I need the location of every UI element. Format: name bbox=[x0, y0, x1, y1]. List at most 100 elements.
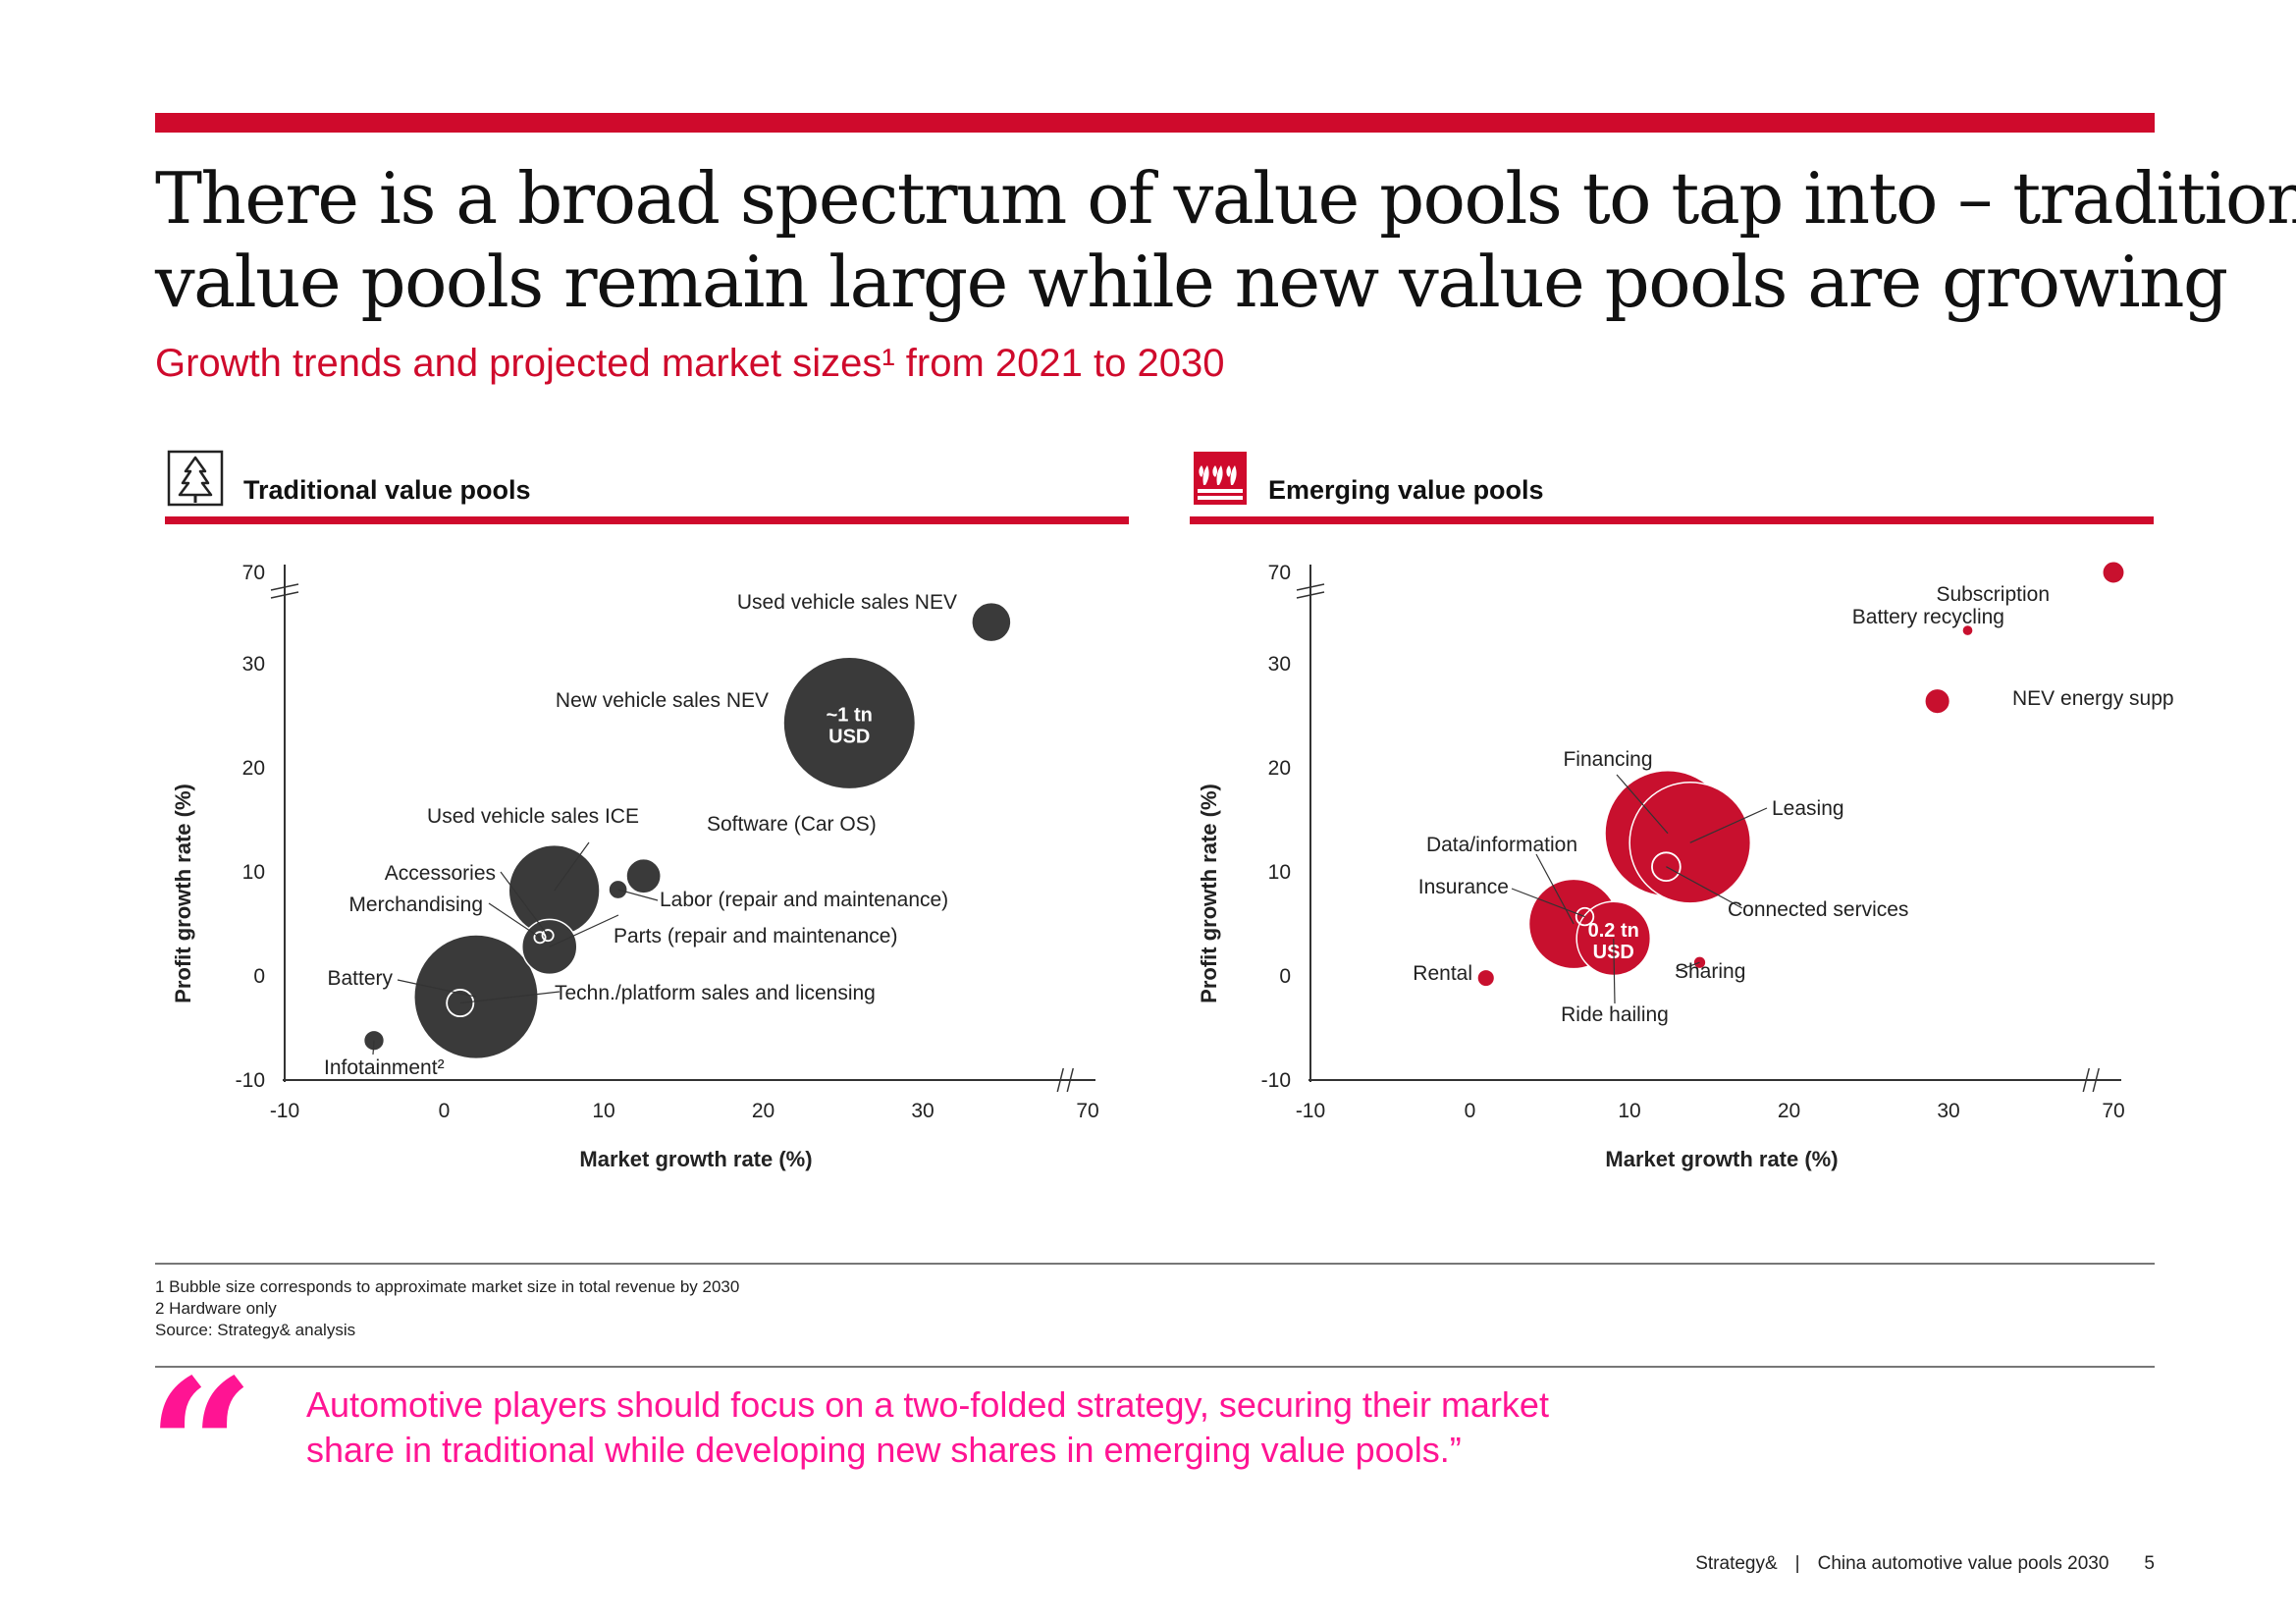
merchandising-bubble bbox=[533, 931, 547, 945]
y-axis-title: Profit growth rate (%) bbox=[171, 784, 195, 1003]
footnote-2: 2 Hardware only bbox=[155, 1299, 277, 1318]
y-tick-label: -10 bbox=[1261, 1069, 1291, 1092]
battery-leader-line bbox=[397, 979, 477, 998]
financing-leader-line bbox=[1616, 774, 1669, 835]
x-tick-label: 20 bbox=[1778, 1100, 1800, 1122]
footer-document-title: China automotive value pools 2030 bbox=[1817, 1553, 2109, 1574]
infotainment-label: Infotainment² bbox=[324, 1056, 445, 1079]
insurance-bubble bbox=[1575, 906, 1595, 927]
x-axis-break-mark bbox=[1056, 1067, 1064, 1093]
labor-repair-and-maintenance-label: Labor (repair and maintenance) bbox=[660, 889, 948, 911]
used-vehicle-sales-nev-label: Used vehicle sales NEV bbox=[737, 591, 957, 614]
emerging-panel-header: Emerging value pools bbox=[1182, 446, 2154, 524]
quote-line-2: share in traditional while developing ne… bbox=[306, 1430, 1462, 1470]
x-tick-label: 70 bbox=[1076, 1100, 1098, 1122]
quote-line-1: Automotive players should focus on a two… bbox=[306, 1384, 1549, 1425]
x-tick-label: 70 bbox=[2102, 1100, 2124, 1122]
techn-platform-sales-and-licensing-leader-line bbox=[459, 991, 561, 1004]
x-axis-break-mark bbox=[2092, 1067, 2100, 1093]
ride-hailing-label: Ride hailing bbox=[1561, 1003, 1669, 1026]
techn-platform-sales-and-licensing-bubble bbox=[446, 989, 475, 1018]
leasing-label: Leasing bbox=[1772, 797, 1844, 820]
page-title: There is a broad spectrum of value pools… bbox=[155, 157, 2296, 324]
y-axis-title: Profit growth rate (%) bbox=[1197, 784, 1221, 1003]
ride-hailing-size-label: 0.2 tn bbox=[1588, 920, 1639, 942]
accessories-bubble bbox=[541, 929, 555, 943]
x-tick-label: -10 bbox=[270, 1100, 299, 1122]
connected-services-bubble bbox=[1651, 851, 1682, 883]
financing-label: Financing bbox=[1563, 748, 1652, 771]
footer-brand: Strategy& bbox=[1695, 1553, 1778, 1574]
merchandising-leader-line bbox=[488, 902, 541, 939]
labor-repair-and-maintenance-leader-line bbox=[617, 889, 659, 901]
y-tick-label: 70 bbox=[242, 562, 265, 584]
ride-hailing-leader-line bbox=[1613, 938, 1616, 1004]
x-tick-label: 30 bbox=[911, 1100, 934, 1122]
battery-recycling-label: Battery recycling bbox=[1852, 606, 2004, 628]
connected-services-leader-line bbox=[1666, 866, 1743, 909]
labor-repair-and-maintenance-bubble bbox=[608, 879, 628, 900]
x-tick-label: -10 bbox=[1296, 1100, 1325, 1122]
nev-energy-supply-label: NEV energy supply bbox=[2012, 687, 2174, 710]
connected-services-label: Connected services bbox=[1728, 898, 1908, 921]
footnote-1: 1 Bubble size corresponds to approximate… bbox=[155, 1277, 740, 1296]
y-tick-label: 20 bbox=[242, 757, 265, 780]
insurance-label: Insurance bbox=[1418, 876, 1509, 898]
pull-quote: Automotive players should focus on a two… bbox=[306, 1382, 1730, 1473]
y-tick-label: -10 bbox=[236, 1069, 265, 1092]
y-axis-break-mark bbox=[1296, 583, 1325, 591]
accessories-label: Accessories bbox=[385, 862, 496, 885]
plants-icon bbox=[1194, 452, 1247, 505]
quote-divider bbox=[155, 1366, 2155, 1368]
nev-energy-supply-bubble bbox=[1924, 687, 1951, 715]
used-vehicle-sales-nev-bubble bbox=[971, 601, 1012, 643]
traditional-value-pools-chart: -10 0 10 20 30 70 -10 0 10 20 30 70 Market growth ra… bbox=[171, 562, 1099, 1171]
page-footer: Strategy& | China automotive value pools 2… bbox=[1695, 1553, 2155, 1575]
quote-mark-icon: “ bbox=[147, 1338, 255, 1557]
rental-bubble bbox=[1476, 968, 1496, 988]
x-axis-break-mark bbox=[2082, 1067, 2090, 1093]
traditional-panel-title: Traditional value pools bbox=[243, 475, 531, 505]
battery-recycling-bubble bbox=[1961, 623, 1974, 637]
y-tick-label: 10 bbox=[1268, 861, 1291, 884]
merchandising-label: Merchandising bbox=[348, 893, 483, 916]
data-information-label: Data/information bbox=[1426, 834, 1577, 856]
x-tick-label: 0 bbox=[1465, 1100, 1476, 1122]
x-axis-title: Market growth rate (%) bbox=[579, 1147, 812, 1171]
title-line-2: value pools remain large while new value… bbox=[155, 241, 2228, 323]
sharing-label: Sharing bbox=[1675, 960, 1745, 983]
subscription-label: Subscription bbox=[1936, 583, 2050, 606]
battery-label: Battery bbox=[327, 967, 393, 990]
y-axis-break-mark bbox=[1296, 591, 1325, 599]
traditional-panel-header: Traditional value pools bbox=[157, 446, 1129, 524]
y-axis-break-mark bbox=[270, 591, 299, 599]
sharing-leader-line bbox=[1676, 961, 1700, 972]
used-vehicle-sales-ice-label: Used vehicle sales ICE bbox=[427, 805, 639, 828]
new-vehicle-sales-nev-label: New vehicle sales NEV bbox=[556, 689, 769, 712]
footer-page-number: 5 bbox=[2144, 1553, 2155, 1574]
data-information-leader-line bbox=[1535, 853, 1575, 925]
y-tick-label: 30 bbox=[1268, 653, 1291, 676]
accessories-leader-line bbox=[500, 871, 549, 937]
traditional-panel-rule bbox=[165, 516, 1129, 524]
x-tick-label: 0 bbox=[439, 1100, 451, 1122]
rental-label: Rental bbox=[1413, 962, 1472, 985]
footnote-source: Source: Strategy& analysis bbox=[155, 1321, 356, 1339]
y-tick-label: 0 bbox=[1279, 965, 1291, 988]
x-axis-break-mark bbox=[1066, 1067, 1074, 1093]
title-line-1: There is a broad spectrum of value pools… bbox=[155, 157, 2296, 240]
y-tick-label: 10 bbox=[242, 861, 265, 884]
new-vehicle-sales-nev-size-label: USD bbox=[828, 726, 870, 747]
used-vehicle-sales-ice-leader-line bbox=[554, 841, 590, 892]
y-tick-label: 20 bbox=[1268, 757, 1291, 780]
emerging-panel-title: Emerging value pools bbox=[1268, 475, 1544, 505]
infotainment-leader-line bbox=[372, 1040, 375, 1056]
top-accent-bar bbox=[155, 113, 2155, 133]
y-tick-label: 30 bbox=[242, 653, 265, 676]
x-tick-label: 10 bbox=[1618, 1100, 1640, 1122]
x-tick-label: 20 bbox=[752, 1100, 774, 1122]
y-tick-label: 70 bbox=[1268, 562, 1291, 584]
leasing-leader-line bbox=[1689, 807, 1768, 843]
techn-platform-sales-and-licensing-label: Techn./platform sales and licensing bbox=[555, 982, 876, 1004]
y-axis-break-mark bbox=[270, 583, 299, 591]
